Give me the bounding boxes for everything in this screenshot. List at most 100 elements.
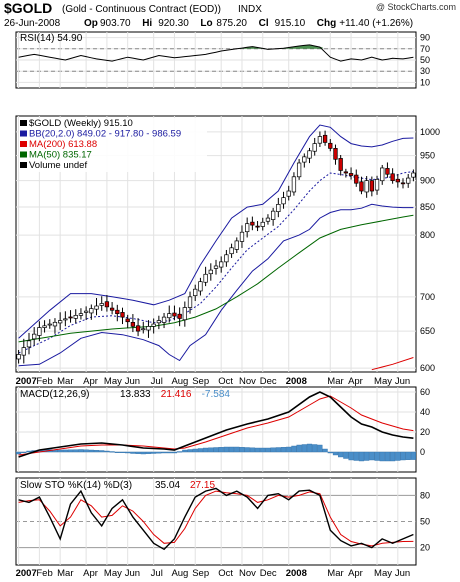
x-tick-label: Mar [57,568,73,579]
macd-histogram-bar [270,447,276,453]
macd-histogram-bar [192,448,198,453]
bb-lower-line [18,203,414,367]
x-tick-label: Jul [151,568,163,579]
candle-down [135,325,141,332]
ma50-line [18,214,414,343]
candle-down [255,225,260,228]
macd-histogram-bar [317,444,323,453]
rsi-line [18,44,414,62]
macd-histogram-bar [343,451,349,459]
candle-up [307,150,312,159]
macd-histogram-bar [364,451,370,461]
macd-histogram-bar [166,451,172,454]
candle-down [120,312,125,318]
price-legend-entry: MA(200) 613.88 [29,139,97,150]
x-tick-label: Nov [239,376,256,387]
sto-value: 35.04 [155,480,180,491]
candle-up [78,313,84,316]
macd-histogram-bar [286,446,292,453]
x-tick-label: Apr [348,376,363,387]
macd-histogram-bar [374,451,380,461]
candle-up [89,308,94,314]
price-legend-box [19,118,207,172]
candle-up [411,172,416,178]
macd-histogram-bar [161,451,167,454]
macd-histogram-bar [151,451,157,454]
legends: RSI(14) 54.90 $GOLD (Weekly) 915.10BB(20,… [19,33,230,491]
candle-up [317,136,323,144]
macd-histogram-bar [353,451,359,461]
macd-histogram-bar [119,451,126,454]
candle-down [338,158,343,171]
bb-upper-line [18,124,414,339]
x-tick-label: Jul [151,376,163,387]
x-tick-label: Nov [239,568,256,579]
macd-histogram-bar [145,451,152,454]
price-legend-entry: MA(50) 835.17 [29,150,92,161]
candle-down [354,174,359,184]
candle-up [312,143,317,152]
macd-histogram-bar [234,446,240,453]
macd-line [18,391,414,458]
x-tick-label: Aug [171,376,188,387]
x-tick-label: Jun [125,568,140,579]
macd-histogram-bar [338,451,344,458]
macd-histogram-bar [405,451,411,461]
candle-up [94,305,99,310]
macd-histogram-bar [57,449,63,453]
price-tick: 800 [420,230,435,240]
sto-d-line [18,490,414,547]
macd-histogram-bar [208,447,214,453]
candle-down [348,173,354,176]
macd-tick: 40 [420,407,430,417]
rsi-tick: 10 [420,77,430,87]
x-tick-label: Oct [218,568,233,579]
candle-down [359,181,364,192]
x-tick-label: Mar [327,376,343,387]
candle-down [385,168,390,175]
candle-up [219,261,224,268]
candle-up [167,313,172,319]
price-tick: 1000 [420,127,440,137]
x-tick-label: Oct [218,376,233,387]
candle-up [83,310,89,313]
quote-value: +11.40 (+1.26%) [339,18,413,29]
macd-histogram-bar [327,451,333,454]
macd-histogram-bar [410,451,417,460]
candle-down [390,173,395,181]
x-tick-label: Jun [395,376,410,387]
macd-histogram-bar [83,449,89,453]
macd-histogram-bar [390,451,396,462]
x-tick-label: 2007 [16,376,37,387]
macd-histogram-bar [15,451,22,455]
quote-date: 26-Jun-2008 [4,18,61,29]
macd-histogram-bar [254,447,261,453]
macd-histogram-bar [88,449,94,453]
macd-histogram-bar [197,448,204,453]
macd-histogram-bar [348,451,354,461]
candle-up [265,217,271,222]
candle-up [47,323,52,326]
line-swatch-icon [20,141,27,147]
macd-histogram-bar [177,451,183,453]
macd-histogram-bar [99,450,105,453]
rsi-tick: 30 [420,66,430,76]
x-tick-label: Mar [327,568,343,579]
price-legend-entry: BB(20,2.0) 849.02 - 917.80 - 986.59 [29,129,181,140]
quote-value: 875.20 [216,18,247,29]
candle-up [276,203,281,213]
candle-up [208,269,213,275]
macd-histogram-bar [239,447,245,453]
candle-icon [20,120,27,126]
macd-histogram-bar [249,447,255,453]
macd-signal-line [18,395,414,456]
candle-up [16,354,21,360]
candle-down [395,178,400,183]
macd-histogram-bar [203,447,209,453]
candle-up [193,288,198,297]
macd-histogram-bar [260,447,266,453]
panel-frame-price [15,115,417,373]
quote-label: Op [84,18,98,29]
line-swatch-icon [20,151,27,158]
